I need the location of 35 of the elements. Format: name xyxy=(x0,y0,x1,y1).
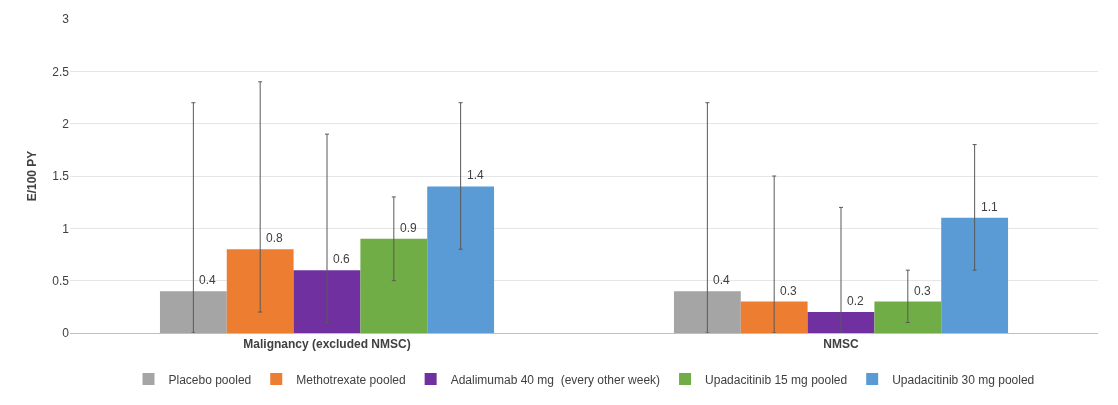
legend-label: Upadacitinib 15 mg pooled xyxy=(705,372,848,387)
legend-label: Adalimumab 40 mg (every other week) xyxy=(450,372,661,387)
bar xyxy=(807,312,875,333)
data-label: 0.2 xyxy=(847,294,865,308)
bar xyxy=(360,238,428,333)
data-label: 0.3 xyxy=(780,284,798,298)
y-tick-label: 2.5 xyxy=(52,64,70,79)
bar xyxy=(673,291,741,333)
data-label: 1.1 xyxy=(981,200,999,214)
data-label: 0.8 xyxy=(266,231,284,245)
y-tick-label: 0 xyxy=(62,326,70,341)
y-tick-label: 3 xyxy=(62,12,70,27)
bar xyxy=(941,217,1009,333)
bar xyxy=(293,270,361,333)
x-tick-label: NMSC xyxy=(823,337,859,352)
data-label: 0.6 xyxy=(333,252,351,266)
y-tick-label: 1.5 xyxy=(52,169,70,184)
bar xyxy=(226,249,294,333)
y-tick-label: 1 xyxy=(62,221,70,236)
data-label: 0.4 xyxy=(199,273,217,287)
data-label: 1.4 xyxy=(467,168,485,182)
legend-label: Upadacitinib 30 mg pooled xyxy=(892,372,1035,387)
legend-label: Placebo pooled xyxy=(168,372,252,387)
legend-label: Methotrexate pooled xyxy=(296,372,406,387)
x-tick-label: Malignancy (excluded NMSC) xyxy=(243,337,411,352)
bar xyxy=(740,301,808,333)
bar xyxy=(427,186,495,333)
y-tick-label: 2 xyxy=(62,116,70,131)
bar xyxy=(159,291,227,333)
y-axis-title: E/100 PY xyxy=(25,150,39,202)
y-tick-label: 0.5 xyxy=(52,273,70,288)
data-label: 0.3 xyxy=(914,284,932,298)
bar xyxy=(874,301,942,333)
data-label: 0.4 xyxy=(713,273,731,287)
data-label: 0.9 xyxy=(400,221,418,235)
